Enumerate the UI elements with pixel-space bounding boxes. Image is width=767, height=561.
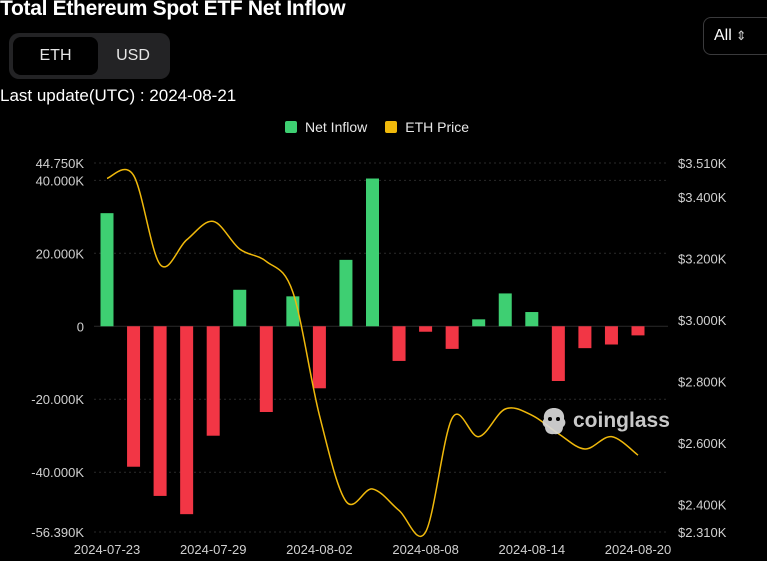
unit-toggle: ETH USD (9, 33, 170, 79)
right-axis-tick-label: $3.200K (678, 251, 727, 266)
watermark-text: coinglass (573, 409, 670, 432)
x-axis-tick-label: 2024-08-14 (499, 542, 566, 557)
left-axis-tick-label: -56.390K (31, 525, 84, 540)
right-axis-tick-label: $2.600K (678, 436, 727, 451)
legend-swatch-net-inflow (285, 121, 297, 133)
toggle-eth[interactable]: ETH (13, 37, 98, 75)
left-axis-tick-label: 44.750K (36, 156, 85, 171)
left-axis-tick-label: 0 (77, 319, 84, 334)
bar (127, 326, 141, 467)
bar (312, 326, 326, 389)
coinglass-logo-icon (542, 408, 566, 435)
legend-label-net-inflow: Net Inflow (305, 119, 368, 135)
page-title: Total Ethereum Spot ETF Net Inflow (0, 0, 346, 20)
legend-item-eth-price[interactable]: ETH Price (385, 119, 469, 135)
left-axis-tick-label: -20.000K (31, 392, 84, 407)
x-axis-tick-label: 2024-08-20 (605, 542, 672, 557)
bar (445, 326, 459, 349)
bar (259, 326, 273, 413)
x-axis-tick-label: 2024-08-08 (392, 542, 459, 557)
bar (153, 326, 167, 496)
right-axis-tick-label: $3.400K (678, 190, 727, 205)
range-select-value: All (714, 27, 732, 44)
legend-label-eth-price: ETH Price (405, 119, 470, 135)
x-axis-tick-label: 2024-07-23 (74, 542, 141, 557)
bar (578, 326, 592, 349)
bar (419, 326, 433, 332)
toggle-usd[interactable]: USD (116, 47, 150, 64)
x-axis-tick-label: 2024-07-29 (180, 542, 247, 557)
right-axis-tick-label: $2.310K (678, 525, 727, 540)
bar (366, 178, 379, 327)
bar (392, 326, 406, 361)
bar (206, 326, 220, 436)
coinglass-watermark: coinglass (541, 406, 670, 436)
right-axis-tick-label: $2.400K (678, 497, 727, 512)
bar (233, 289, 247, 327)
right-axis-tick-label: $3.000K (678, 313, 727, 328)
left-axis-tick-label: 20.000K (36, 246, 85, 261)
bar (551, 326, 565, 381)
bar (498, 293, 512, 327)
chart-legend: Net Inflow ETH Price (285, 119, 469, 135)
right-axis-tick-label: $3.510K (678, 156, 727, 171)
right-axis-tick-label: $2.800K (678, 374, 727, 389)
bar (604, 326, 618, 345)
last-update-label: Last update(UTC) : 2024-08-21 (0, 86, 237, 105)
left-axis-tick-label: -40.000K (31, 465, 84, 480)
bar (100, 213, 114, 327)
x-axis-tick-label: 2024-08-02 (286, 542, 353, 557)
bar (472, 319, 486, 327)
legend-item-net-inflow[interactable]: Net Inflow (285, 119, 367, 135)
bar (180, 326, 194, 515)
left-axis-tick-label: 40.000K (36, 173, 85, 188)
legend-swatch-eth-price (385, 121, 398, 133)
range-select[interactable]: All ⇕ (703, 17, 767, 55)
updown-chevron-icon: ⇕ (735, 28, 747, 43)
bar (339, 259, 353, 327)
bar (525, 312, 539, 327)
bar (631, 326, 645, 336)
